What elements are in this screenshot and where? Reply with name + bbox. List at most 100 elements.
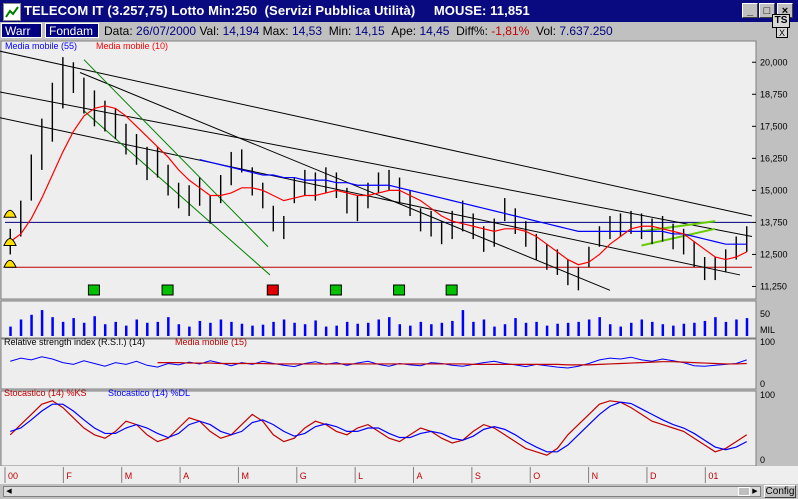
tab-warr[interactable]: Warr (1, 23, 42, 38)
vol-value: 7.637.250 (559, 24, 613, 38)
trendline (0, 91, 753, 237)
config-button[interactable]: Config (764, 485, 796, 498)
y-tick-label: 13,750 (760, 217, 788, 227)
legend-ma10: Media mobile (10) (96, 41, 168, 51)
app-icon (3, 3, 21, 21)
x-tick-label: A (183, 471, 189, 481)
volume-bar (366, 322, 370, 336)
volume-bar (345, 321, 349, 336)
volume-bar (30, 314, 33, 336)
x-tick-label: D (650, 471, 657, 481)
maximize-button[interactable]: □ (759, 3, 775, 18)
volume-bar (188, 326, 191, 336)
volume-bar (661, 324, 665, 336)
volume-bar (209, 322, 212, 336)
volume-bar (461, 310, 465, 336)
x-tick-label: M (241, 471, 249, 481)
alarm-bell-icon (3, 259, 17, 268)
y-tick-label: 11,250 (760, 281, 787, 291)
volume-bar (640, 319, 644, 336)
stochastic-dl-line (10, 401, 748, 453)
stochastic-ks-line (9, 400, 748, 456)
volume-bar (619, 326, 622, 336)
title-bar: TELECOM IT (3.257,75) Lotto Min:250 (Ser… (0, 0, 798, 22)
x-tick-label: N (592, 471, 599, 481)
volume-bar (72, 318, 75, 336)
buy-signal[interactable] (161, 284, 174, 296)
volume-bar (672, 325, 675, 336)
scrollbar-thumb[interactable] (738, 487, 750, 496)
volume-bar (724, 321, 728, 336)
buy-signal[interactable] (87, 284, 100, 296)
volume-bar (714, 317, 717, 336)
stochastic-tick-100: 100 (760, 390, 775, 400)
sell-signal[interactable] (266, 284, 279, 296)
legend-stochastic-dl: Stocastico (14) %DL (108, 388, 190, 398)
x-tick-label: L (358, 471, 363, 481)
info-toolbar: Warr Fondam Data: 26/07/2000 Val: 14,194… (0, 22, 798, 39)
volume-bar (146, 322, 149, 336)
volume-bar (503, 324, 507, 336)
ts-button[interactable]: TS (772, 14, 790, 28)
buy-signal[interactable] (393, 284, 406, 296)
rsi-ma-line (157, 361, 747, 366)
volume-bar (303, 324, 307, 336)
window-title: TELECOM IT (3.257,75) Lotto Min:250 (Ser… (24, 3, 530, 18)
trendline (0, 50, 753, 217)
volume-bar (524, 322, 528, 336)
volume-bar (19, 319, 23, 336)
x-tick-label: G (300, 471, 307, 481)
rsi-tick-0: 0 (760, 379, 765, 389)
volume-bar (93, 316, 96, 336)
volume-bar (482, 319, 486, 336)
close-chart-button[interactable]: X (776, 27, 788, 38)
volume-bar (282, 319, 286, 336)
y-tick-label: 12,500 (760, 249, 788, 259)
volume-bar (535, 321, 538, 336)
y-tick-label: 15,000 (760, 185, 788, 195)
volume-tick: 50 (760, 309, 770, 319)
volume-bar (230, 321, 233, 336)
volume-bar (177, 324, 181, 336)
quote-info-line: Data: 26/07/2000 Val: 14,194 Max: 14,53 … (104, 24, 613, 38)
volume-unit-label: MIL (760, 325, 775, 335)
min-value: 14,15 (354, 24, 385, 38)
horizontal-scrollbar[interactable]: ◀ ▶ (3, 486, 761, 497)
alarm-bell-icon (3, 209, 17, 218)
volume-bar (219, 319, 223, 336)
buy-signal[interactable] (329, 284, 342, 296)
buy-signal[interactable] (445, 284, 458, 296)
diff-label: Diff%: (456, 24, 488, 38)
volume-bar (293, 322, 296, 336)
volume-bar (156, 321, 160, 336)
x-tick-label: O (533, 471, 540, 481)
volume-bar (703, 320, 707, 336)
x-tick-label: S (475, 471, 481, 481)
volume-bar (693, 322, 696, 336)
scroll-right-icon[interactable]: ▶ (752, 488, 758, 495)
volume-bar (556, 323, 559, 336)
minimize-button[interactable]: _ (742, 3, 758, 18)
volume-bar (114, 321, 117, 336)
ape-value: 14,45 (419, 24, 450, 38)
volume-bar (745, 318, 749, 336)
volume-bar (545, 325, 549, 336)
tab-fondam[interactable]: Fondam (45, 23, 99, 38)
rsi-tick-100: 100 (760, 337, 775, 347)
ma10-line (9, 105, 748, 266)
volume-bar (630, 322, 633, 336)
chart-area[interactable]: 20,000 18,750 17,500 16,250 15,000 13,750 12,5… (0, 39, 798, 484)
legend-rsi: Relative strength index (R.S.I.) (14) (4, 337, 145, 347)
val-label: Val: (199, 24, 220, 38)
triangle-lower (641, 227, 716, 247)
volume-bar (261, 324, 265, 336)
legend-rsi-ma: Media mobile (15) (175, 337, 247, 347)
volume-bar (598, 317, 601, 336)
y-tick-label: 20,000 (760, 57, 788, 67)
legend-stochastic-ks: Stocastico (14) %KS (4, 388, 87, 398)
y-tick-label: 18,750 (760, 89, 788, 99)
volume-bar (51, 317, 54, 336)
volume-bar (451, 320, 454, 336)
scroll-left-icon[interactable]: ◀ (6, 488, 12, 495)
volume-bar (167, 317, 170, 336)
